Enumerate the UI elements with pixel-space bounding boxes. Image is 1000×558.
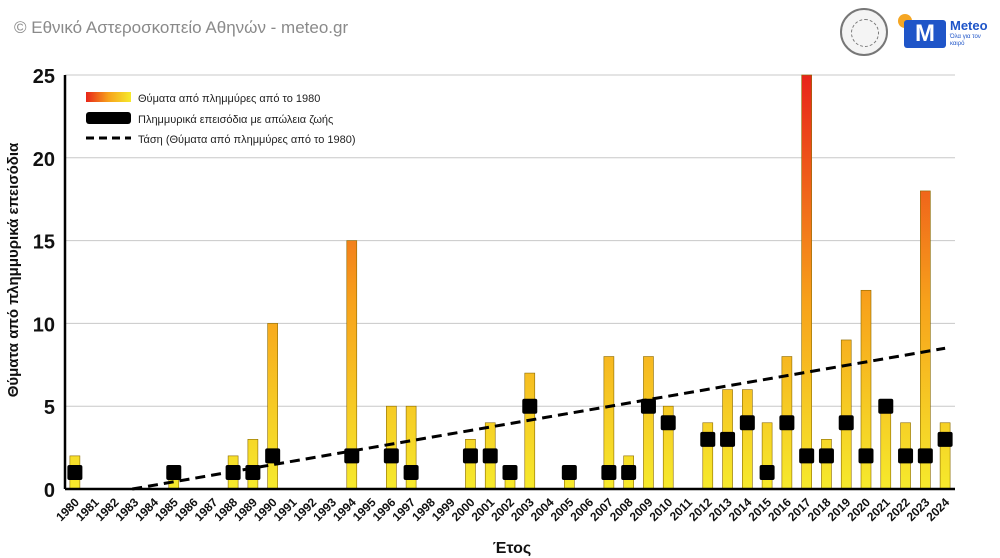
meteo-logo[interactable]: M Meteo Όλα για τον καιρό: [898, 12, 996, 52]
marker: [818, 448, 834, 464]
marker: [858, 448, 874, 464]
marker: [502, 464, 518, 480]
legend: Θύματα από πλημμύρες από το 1980 Πλημμυρ…: [86, 92, 356, 146]
y-axis-label: Θύματα από πλημμυρικά επεισόδια: [5, 142, 22, 397]
bar: [524, 372, 536, 490]
bar: [801, 74, 812, 490]
marker: [561, 464, 577, 480]
y-tick-label: 15: [33, 232, 55, 254]
marker: [779, 415, 795, 431]
legend-label-bars: Θύματα από πλημμύρες από το 1980: [138, 93, 320, 105]
marker: [917, 448, 933, 464]
marker: [225, 464, 241, 480]
marker: [482, 448, 498, 464]
bar: [821, 439, 832, 490]
marker: [640, 398, 656, 414]
marker: [621, 464, 637, 480]
observatory-seal-icon: [840, 8, 888, 56]
trend-line: [132, 346, 946, 491]
bar: [465, 439, 476, 490]
legend-swatch-markers: [86, 112, 131, 124]
bar: [247, 439, 259, 490]
bar: [742, 389, 753, 490]
marker: [700, 431, 716, 447]
marker: [403, 464, 419, 480]
x-tick-label: 2024: [923, 495, 952, 524]
bar: [840, 339, 852, 490]
meteo-logo-text: Meteo: [950, 18, 988, 33]
y-tick-label: 10: [33, 314, 55, 336]
marker: [166, 464, 182, 480]
marker: [937, 431, 953, 447]
marker: [67, 464, 83, 480]
legend-label-trend: Τάση (Θύματα από πλημμύρες από το 1980): [138, 134, 356, 146]
bar: [643, 356, 654, 490]
bar: [386, 405, 397, 490]
marker: [462, 448, 478, 464]
marker: [383, 448, 399, 464]
marker: [601, 464, 617, 480]
marker: [720, 431, 736, 447]
marker: [522, 398, 538, 414]
y-tick-label: 0: [44, 480, 55, 502]
marker: [739, 415, 755, 431]
marker: [265, 448, 281, 464]
y-tick-label: 20: [33, 149, 55, 171]
markers: [67, 398, 953, 480]
y-tick-label: 25: [33, 66, 55, 88]
marker: [878, 398, 894, 414]
marker: [245, 464, 261, 480]
meteo-logo-tagline: Όλα για τον καιρό: [950, 34, 981, 47]
marker: [759, 464, 775, 480]
bar: [920, 190, 931, 490]
marker: [898, 448, 914, 464]
y-axis-ticks: 0 5 10 15 20 25: [33, 66, 55, 502]
marker: [799, 448, 815, 464]
legend-label-markers: Πλημμυρικά επεισόδια με απώλεια ζωής: [138, 114, 333, 126]
marker: [838, 415, 854, 431]
legend-swatch-bars: [86, 92, 131, 102]
y-tick-label: 5: [44, 397, 55, 419]
x-axis-ticks: 1980198119821983198419851986198719881989…: [53, 495, 952, 524]
copyright-credit: © Εθνικό Αστεροσκοπείο Αθηνών - meteo.gr: [14, 18, 349, 37]
bar: [880, 405, 892, 490]
marker: [660, 415, 676, 431]
meteo-logo-mark: M: [904, 20, 946, 48]
x-axis-label: Έτος: [493, 540, 531, 557]
marker: [344, 448, 360, 464]
